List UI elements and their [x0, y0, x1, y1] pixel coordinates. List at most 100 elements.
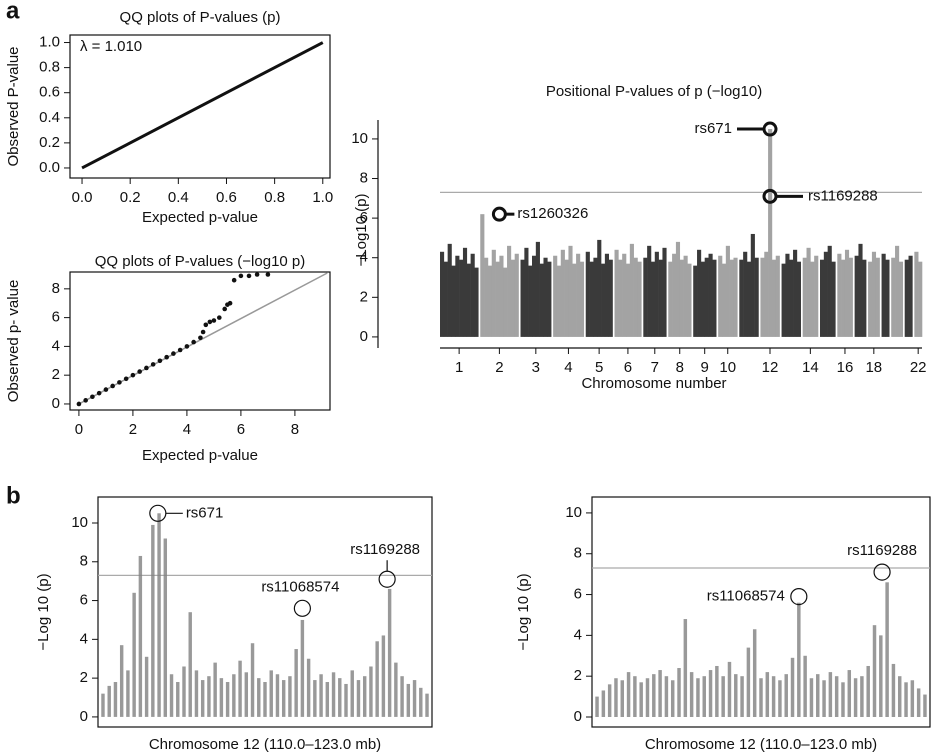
x-tick-label: 6: [237, 421, 245, 438]
qq-point: [211, 318, 217, 323]
snp-column: [834, 676, 839, 717]
qq-point: [184, 344, 190, 349]
qq-point: [164, 354, 169, 360]
snp-column: [487, 265, 493, 337]
snp-column: [238, 660, 242, 717]
highlight-circle: [378, 570, 396, 588]
snp-column: [275, 674, 280, 717]
snp-column: [491, 249, 496, 337]
qq-point: [191, 339, 196, 345]
snp-column: [677, 668, 681, 717]
y-tick-label: 8: [52, 280, 60, 297]
x-tick-label: 3: [532, 359, 540, 376]
snp-column: [872, 625, 877, 717]
snp-column: [313, 680, 317, 717]
snp-column: [626, 263, 631, 337]
snp-column: [447, 243, 452, 337]
snp-column: [683, 255, 688, 337]
snp-column: [790, 657, 795, 717]
snp-column: [207, 676, 211, 717]
snp-column: [881, 253, 886, 337]
qq-point: [76, 401, 82, 407]
snp-column: [466, 263, 471, 337]
snp-column: [269, 670, 273, 717]
snp-column: [910, 680, 915, 717]
lambda-label: λ = 1.010: [80, 38, 142, 55]
snp-column: [712, 259, 717, 337]
snp-column: [702, 676, 706, 717]
x-tick-label: 0.2: [120, 189, 141, 206]
snp-column: [547, 261, 552, 337]
snp-column: [721, 676, 725, 717]
snp-column: [687, 263, 692, 337]
panel-label: a: [6, 0, 20, 24]
x-tick-label: 0.8: [264, 189, 285, 206]
snp-column: [539, 263, 544, 337]
snp-column: [803, 655, 807, 717]
highlight-circle: [293, 599, 311, 617]
snp-column: [828, 672, 833, 717]
snp-column: [848, 257, 853, 337]
snp-column: [658, 259, 663, 337]
snp-column: [157, 513, 161, 717]
snp-column: [781, 263, 786, 337]
qq-line: [78, 272, 328, 405]
y-tick-label: 0: [360, 328, 368, 345]
snp-column: [543, 257, 548, 337]
snp-column: [904, 259, 909, 337]
snp-column: [827, 245, 832, 337]
qq-line: [81, 41, 324, 170]
snp-column: [132, 592, 136, 717]
x-tick-label: 0: [75, 421, 83, 438]
y-tick-label: 6: [52, 309, 60, 326]
snp-column: [718, 255, 723, 337]
snp-column: [338, 678, 342, 717]
snp-column: [683, 619, 688, 717]
y-axis-label: −Log 10 (p): [515, 573, 532, 650]
x-axis-label: Chromosome 12 (110.0–123.0 mb): [149, 736, 381, 753]
qq-point: [200, 329, 206, 335]
snp-column: [771, 676, 776, 717]
snp-column: [219, 678, 224, 717]
snp-label: rs1169288: [847, 542, 917, 559]
snp-column: [568, 245, 573, 337]
snp-column: [300, 619, 305, 717]
snp-column: [696, 678, 700, 717]
x-tick-label: 7: [651, 359, 659, 376]
snp-column: [771, 259, 777, 337]
snp-column: [637, 261, 642, 337]
snp-column: [138, 555, 143, 717]
snp-column: [564, 259, 569, 337]
x-tick-label: 0.6: [216, 189, 237, 206]
snp-column: [294, 649, 298, 717]
qq-point: [171, 351, 176, 356]
snp-column: [891, 663, 896, 717]
snp-column: [601, 263, 606, 337]
y-tick-label: 4: [574, 626, 582, 643]
snp-label: rs671: [694, 120, 732, 137]
x-axis-label: Chromosome 12 (110.0–123.0 mb): [645, 736, 877, 753]
snp-column: [595, 696, 599, 717]
snp-label: rs11068574: [707, 588, 785, 605]
snp-column: [814, 255, 819, 337]
y-tick-label: 8: [574, 545, 582, 562]
snp-column: [768, 129, 773, 337]
snp-column: [474, 267, 479, 337]
snp-column: [679, 259, 684, 337]
x-tick-label: 10: [719, 359, 736, 376]
snp-column: [319, 674, 323, 717]
snp-column: [281, 680, 286, 717]
x-tick-label: 4: [564, 359, 572, 376]
snp-column: [760, 257, 765, 337]
snp-column: [697, 249, 702, 337]
snp-column: [841, 259, 846, 337]
snp-column: [443, 261, 448, 337]
x-tick-label: 16: [837, 359, 854, 376]
snp-column: [715, 665, 719, 717]
snp-column: [470, 253, 475, 337]
snp-column: [785, 253, 790, 337]
x-tick-label: 8: [291, 421, 299, 438]
snp-column: [620, 680, 625, 717]
qq-point: [150, 362, 156, 367]
y-tick-label: 4: [52, 337, 60, 354]
